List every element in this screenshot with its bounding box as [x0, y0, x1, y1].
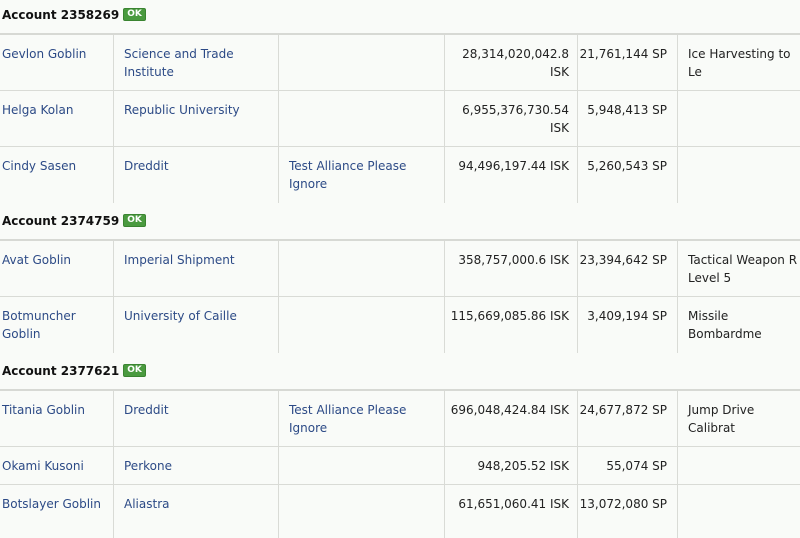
character-link[interactable]: Helga Kolan [2, 103, 74, 117]
skill-points: 55,074 SP [578, 447, 678, 484]
corporation-link[interactable]: Science and Trade Institute [124, 47, 234, 79]
training-skill [678, 485, 800, 538]
isk-balance: 696,048,424.84 ISK [445, 391, 578, 446]
account-header: Account 2358269 OK [2, 6, 146, 24]
character-link[interactable]: Botmuncher Goblin [2, 309, 76, 341]
alliance-cell: Test Alliance Please Ignore [279, 147, 445, 203]
isk-balance: 948,205.52 ISK [445, 447, 578, 484]
character-link[interactable]: Titania Goblin [2, 403, 85, 417]
character-link[interactable]: Cindy Sasen [2, 159, 77, 173]
skill-points: 21,761,144 SP [578, 35, 678, 90]
ok-badge: OK [123, 214, 146, 227]
corporation-link[interactable]: Dreddit [124, 159, 169, 173]
table-row: Botmuncher Goblin University of Caille 1… [0, 297, 800, 353]
table-row: Okami Kusoni Perkone 948,205.52 ISK 55,0… [0, 447, 800, 485]
corporation-cell: Dreddit [114, 147, 279, 203]
character-cell: Botmuncher Goblin [0, 297, 114, 353]
corporation-cell: Aliastra [114, 485, 279, 538]
table-row: Titania Goblin Dreddit Test Alliance Ple… [0, 391, 800, 447]
corporation-link[interactable]: Dreddit [124, 403, 169, 417]
isk-balance: 358,757,000.6 ISK [445, 241, 578, 296]
training-skill [678, 91, 800, 146]
account-title: Account 2374759 [2, 214, 120, 228]
character-link[interactable]: Avat Goblin [2, 253, 72, 267]
corporation-link[interactable]: Republic University [124, 103, 240, 117]
alliance-cell [279, 35, 445, 90]
skill-points: 13,072,080 SP [578, 485, 678, 538]
alliance-cell [279, 297, 445, 353]
training-skill: Jump Drive Calibrat [688, 403, 755, 435]
character-cell: Avat Goblin [0, 241, 114, 296]
corporation-link[interactable]: University of Caille [124, 309, 237, 323]
corporation-cell: Imperial Shipment [114, 241, 279, 296]
skill-points: 5,948,413 SP [578, 91, 678, 146]
training-skill: Missile Bombardme [688, 309, 762, 341]
ok-badge: OK [123, 364, 146, 377]
table-row: Botslayer Goblin Aliastra 61,651,060.41 … [0, 485, 800, 538]
skill-points: 3,409,194 SP [578, 297, 678, 353]
skill-points: 5,260,543 SP [578, 147, 678, 203]
character-cell: Cindy Sasen [0, 147, 114, 203]
character-link[interactable]: Botslayer Goblin [2, 497, 101, 511]
training-skill [678, 147, 800, 203]
character-cell: Okami Kusoni [0, 447, 114, 484]
alliance-link[interactable]: Test Alliance Please Ignore [289, 159, 407, 191]
table-row: Helga Kolan Republic University 6,955,37… [0, 91, 800, 147]
account-header: Account 2377621 OK [2, 362, 146, 380]
table-top-border [0, 239, 800, 241]
character-cell: Titania Goblin [0, 391, 114, 446]
alliance-cell [279, 447, 445, 484]
alliance-cell [279, 485, 445, 538]
isk-balance: 94,496,197.44 ISK [445, 147, 578, 203]
corporation-cell: Perkone [114, 447, 279, 484]
alliance-cell: Test Alliance Please Ignore [279, 391, 445, 446]
corporation-link[interactable]: Imperial Shipment [124, 253, 235, 267]
isk-balance: 28,314,020,042.8 ISK [445, 35, 578, 90]
character-cell: Helga Kolan [0, 91, 114, 146]
training-skill: Ice Harvesting to Le [688, 47, 791, 79]
character-link[interactable]: Okami Kusoni [2, 459, 84, 473]
corporation-link[interactable]: Aliastra [124, 497, 170, 511]
corporation-cell: Dreddit [114, 391, 279, 446]
corporation-link[interactable]: Perkone [124, 459, 172, 473]
corporation-cell: University of Caille [114, 297, 279, 353]
character-link[interactable]: Gevlon Goblin [2, 47, 87, 61]
isk-balance: 61,651,060.41 ISK [445, 485, 578, 538]
skill-points: 24,677,872 SP [578, 391, 678, 446]
character-cell: Gevlon Goblin [0, 35, 114, 90]
character-cell: Botslayer Goblin [0, 485, 114, 538]
table-row: Gevlon Goblin Science and Trade Institut… [0, 35, 800, 91]
table-top-border [0, 33, 800, 35]
isk-balance: 115,669,085.86 ISK [445, 297, 578, 353]
account-header: Account 2374759 OK [2, 212, 146, 230]
table-row: Avat Goblin Imperial Shipment 358,757,00… [0, 241, 800, 297]
isk-balance: 6,955,376,730.54 ISK [445, 91, 578, 146]
corporation-cell: Republic University [114, 91, 279, 146]
alliance-cell [279, 91, 445, 146]
training-skill: Tactical Weapon R Level 5 [688, 253, 798, 285]
alliance-cell [279, 241, 445, 296]
ok-badge: OK [123, 8, 146, 21]
skill-points: 23,394,642 SP [578, 241, 678, 296]
account-title: Account 2377621 [2, 364, 120, 378]
corporation-cell: Science and Trade Institute [114, 35, 279, 90]
alliance-link[interactable]: Test Alliance Please Ignore [289, 403, 407, 435]
training-skill [678, 447, 800, 484]
table-row: Cindy Sasen Dreddit Test Alliance Please… [0, 147, 800, 203]
table-top-border [0, 389, 800, 391]
account-title: Account 2358269 [2, 8, 120, 22]
